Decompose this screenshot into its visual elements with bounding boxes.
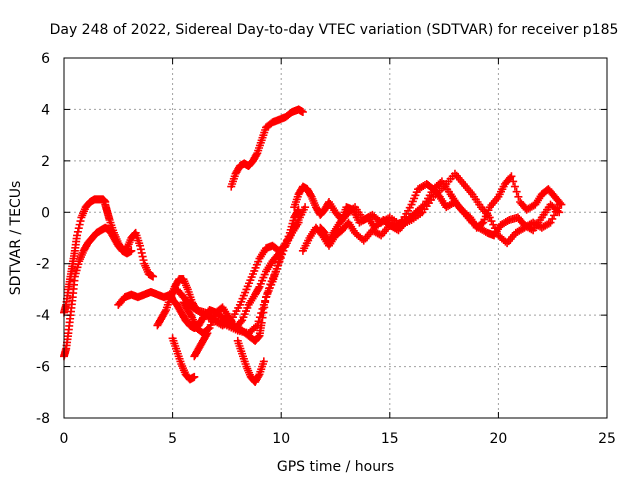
data-point [254, 332, 263, 341]
data-point [203, 329, 212, 338]
series-arc-6 [227, 105, 307, 191]
x-tick-label: 5 [168, 431, 177, 447]
data-point [73, 227, 82, 236]
data-point [349, 204, 358, 213]
data-point [490, 224, 499, 233]
series-arc-8 [298, 177, 564, 255]
y-tick-label: 4 [41, 102, 50, 118]
data-point [130, 229, 139, 238]
data-point [254, 284, 263, 293]
data-point [548, 214, 557, 223]
data-point [436, 178, 445, 187]
data-point [553, 204, 562, 213]
data-point [546, 218, 555, 227]
series-arc-1a [60, 195, 110, 317]
data-point [306, 191, 315, 200]
data-point [485, 213, 494, 222]
data-point [258, 304, 267, 313]
chart-title: Day 248 of 2022, Sidereal Day-to-day VTE… [50, 22, 619, 38]
series-arc-2c [179, 218, 303, 338]
data-point [260, 303, 269, 312]
series-arc-5 [233, 336, 268, 386]
series-arc-4 [190, 329, 212, 361]
data-point [555, 200, 564, 209]
data-point [503, 217, 512, 226]
y-tick-label: 0 [41, 205, 50, 221]
data-points [60, 105, 566, 386]
data-point [514, 192, 523, 201]
data-point [76, 217, 85, 226]
data-point [257, 318, 266, 327]
axis-ticks: 0 5 10 15 20 25 -8 -6 -4 -2 0 2 4 6 [36, 51, 616, 447]
x-tick-label: 25 [598, 431, 616, 447]
x-tick-label: 15 [381, 431, 399, 447]
data-point [161, 307, 170, 316]
data-point [487, 217, 496, 226]
x-axis-label: GPS time / hours [277, 459, 394, 475]
data-point [550, 211, 559, 220]
data-point [252, 150, 261, 159]
series-arc-2d [166, 249, 286, 345]
data-point [187, 312, 196, 321]
data-point [392, 225, 401, 234]
series-arc-1c [101, 200, 136, 258]
y-tick-label: 6 [41, 51, 50, 67]
data-point [73, 231, 82, 240]
data-point [512, 187, 521, 196]
data-point [261, 298, 270, 307]
data-point [507, 172, 516, 181]
data-point [127, 246, 136, 255]
data-point [137, 248, 146, 257]
data-point [136, 241, 145, 250]
x-tick-label: 20 [489, 431, 507, 447]
data-point [277, 249, 286, 258]
data-point [204, 325, 213, 334]
data-point [75, 220, 84, 229]
data-point [259, 357, 268, 366]
data-point [294, 218, 303, 227]
data-point [489, 220, 498, 229]
series-arc-3 [168, 334, 199, 384]
data-point [190, 372, 199, 381]
data-point [251, 322, 260, 331]
data-point [136, 245, 145, 254]
y-axis-label: SDTVAR / TECUs [8, 181, 24, 296]
x-tick-label: 10 [272, 431, 290, 447]
plot-frame [63, 57, 608, 419]
data-point [492, 227, 501, 236]
x-tick-label: 0 [60, 431, 69, 447]
series-arc-9 [316, 169, 564, 248]
data-point [149, 272, 158, 281]
data-point [254, 371, 263, 380]
data-point [293, 207, 302, 216]
y-tick-label: 2 [41, 154, 50, 170]
data-point [556, 199, 565, 208]
data-point [510, 182, 519, 191]
data-point [236, 317, 245, 326]
data-point [202, 330, 211, 339]
data-point [544, 219, 553, 228]
data-point [74, 224, 83, 233]
data-point [138, 252, 147, 261]
data-point [375, 230, 384, 239]
data-point [509, 177, 518, 186]
data-point [139, 256, 148, 265]
data-point [301, 203, 310, 212]
y-tick-label: -6 [36, 360, 50, 376]
data-point [259, 308, 268, 317]
y-tick-label: -4 [36, 308, 50, 324]
data-point [551, 207, 560, 216]
data-point [298, 108, 307, 116]
data-point [258, 313, 267, 322]
y-tick-label: -8 [36, 411, 50, 427]
y-tick-label: -2 [36, 257, 50, 273]
